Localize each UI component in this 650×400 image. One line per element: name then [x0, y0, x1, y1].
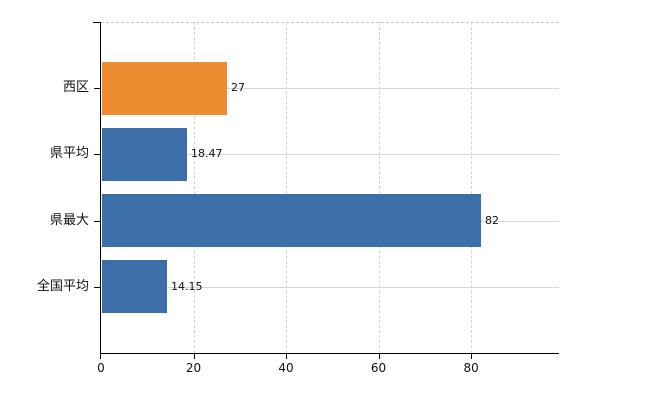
bar-value-label: 14.15 — [171, 280, 203, 293]
y-axis-line — [99, 22, 101, 359]
vertical-gridline — [471, 22, 473, 353]
category-label: 全国平均 — [36, 279, 89, 294]
y-axis-top-tick — [93, 22, 100, 24]
category-label: 西区 — [62, 80, 89, 95]
x-axis-tick — [286, 353, 288, 359]
horizontal-gridline — [101, 287, 559, 288]
x-tick-label: 80 — [463, 361, 479, 375]
y-axis-tick — [94, 287, 101, 289]
x-tick-label: 60 — [370, 361, 387, 375]
bar-value-label: 18.47 — [191, 147, 223, 160]
x-axis-tick — [193, 353, 195, 359]
x-tick-label: 20 — [185, 361, 202, 375]
x-tick-label: 40 — [278, 361, 294, 375]
horizontal-gridline — [101, 88, 559, 89]
plot-top-border — [101, 22, 559, 23]
x-axis-line — [99, 353, 559, 355]
bar — [102, 260, 167, 313]
category-label: 県最大 — [49, 213, 89, 228]
x-axis-tick — [378, 353, 380, 359]
bar — [102, 194, 481, 247]
y-axis-tick — [94, 221, 101, 223]
bar — [102, 128, 187, 181]
category-label: 県平均 — [49, 146, 89, 161]
y-axis-tick — [94, 154, 101, 156]
x-tick-label: 0 — [97, 361, 105, 375]
vertical-gridline — [378, 22, 380, 353]
horizontal-gridline — [101, 154, 559, 155]
vertical-gridline — [193, 22, 195, 353]
vertical-gridline — [286, 22, 288, 353]
y-axis-tick — [94, 88, 101, 90]
bar — [102, 62, 227, 115]
x-axis-tick — [471, 353, 473, 359]
bar-value-label: 82 — [485, 214, 499, 227]
bar-value-label: 27 — [231, 81, 245, 94]
